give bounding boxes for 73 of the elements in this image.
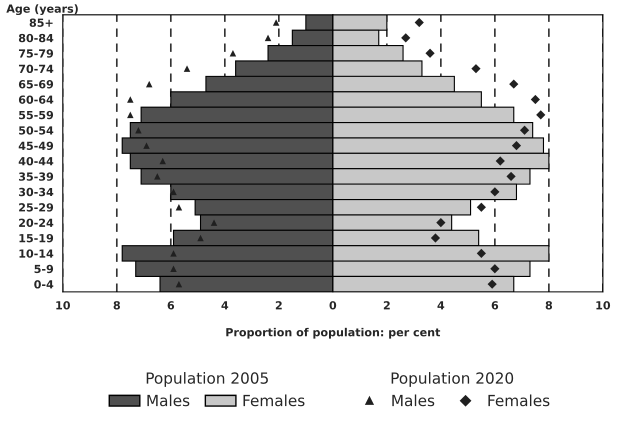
- x-tick-label: 0: [330, 301, 336, 310]
- x-tick-label: 4: [437, 301, 444, 310]
- y-tick-label: 30-34: [18, 188, 54, 196]
- y-tick-label: 15-19: [19, 234, 54, 242]
- point: [430, 233, 440, 243]
- y-tick-label: 40-44: [18, 157, 54, 166]
- x-tick-label: 2: [276, 301, 282, 310]
- x-tick-label: 8: [114, 301, 120, 310]
- x-tick-label: 6: [168, 301, 174, 310]
- text: Population 2020: [392, 372, 514, 387]
- point: [154, 173, 161, 180]
- y-tick-label: 25-29: [19, 203, 54, 212]
- point: [176, 204, 182, 210]
- point: [414, 18, 424, 28]
- point: [436, 218, 446, 228]
- point: [146, 80, 152, 88]
- point: [170, 266, 177, 272]
- y-tick-label: 45-49: [18, 142, 54, 150]
- point: [127, 112, 134, 118]
- point: [230, 50, 236, 57]
- y-tick-label: 65-69: [18, 80, 54, 88]
- y-tick-label: 85+: [30, 18, 53, 27]
- point: [401, 33, 410, 42]
- point: [496, 156, 505, 166]
- x-tick-label: 6: [492, 301, 498, 310]
- x-axis-title: Proportion of population: per cent: [226, 328, 440, 339]
- point: [143, 142, 150, 149]
- point: [512, 141, 522, 150]
- y-tick-label: 70-74: [18, 64, 54, 74]
- y-tick-label: 20-24: [19, 218, 54, 227]
- point: [488, 280, 497, 289]
- point: [272, 19, 280, 26]
- y-tick-label: 35-39: [18, 172, 54, 181]
- y-tick-label: 10-14: [19, 249, 54, 258]
- text: Population 2005: [146, 372, 268, 387]
- x-tick-label: 10: [56, 301, 70, 310]
- x-tick-label: 2: [384, 301, 390, 310]
- point: [490, 264, 500, 274]
- legend-label: Males: [392, 394, 434, 406]
- point: [476, 202, 486, 212]
- y-axis-title: Age (years): [6, 4, 78, 16]
- point: [127, 96, 134, 103]
- point: [210, 219, 218, 226]
- y-tick-label: 0-4: [34, 280, 54, 289]
- point: [490, 187, 500, 196]
- point: [425, 48, 435, 58]
- point: [170, 188, 177, 196]
- point: [159, 158, 166, 164]
- point: [264, 34, 272, 42]
- point: [476, 248, 486, 258]
- point: [530, 94, 540, 104]
- point: [176, 280, 182, 288]
- y-tick-label: 55-59: [19, 110, 54, 120]
- point: [520, 126, 530, 135]
- point: [509, 79, 518, 89]
- legend-label: Males: [147, 394, 190, 406]
- y-tick-label: 5-9: [34, 264, 54, 274]
- x-tick-label: 10: [596, 301, 610, 310]
- point: [135, 126, 142, 134]
- point: [170, 250, 177, 257]
- point: [506, 172, 516, 182]
- x-tick-label: 8: [546, 301, 552, 310]
- point: [471, 64, 481, 74]
- point: [184, 65, 190, 72]
- legend-label: Females: [244, 394, 304, 406]
- y-tick-label: 80-84: [18, 34, 54, 42]
- y-tick-label: 75-79: [18, 49, 54, 58]
- x-tick-label: 4: [221, 301, 228, 310]
- point: [197, 234, 204, 242]
- point: [536, 110, 546, 120]
- legend-label: Females: [488, 394, 550, 406]
- y-tick-label: 50-54: [19, 126, 54, 135]
- y-tick-label: 60-64: [18, 95, 54, 104]
